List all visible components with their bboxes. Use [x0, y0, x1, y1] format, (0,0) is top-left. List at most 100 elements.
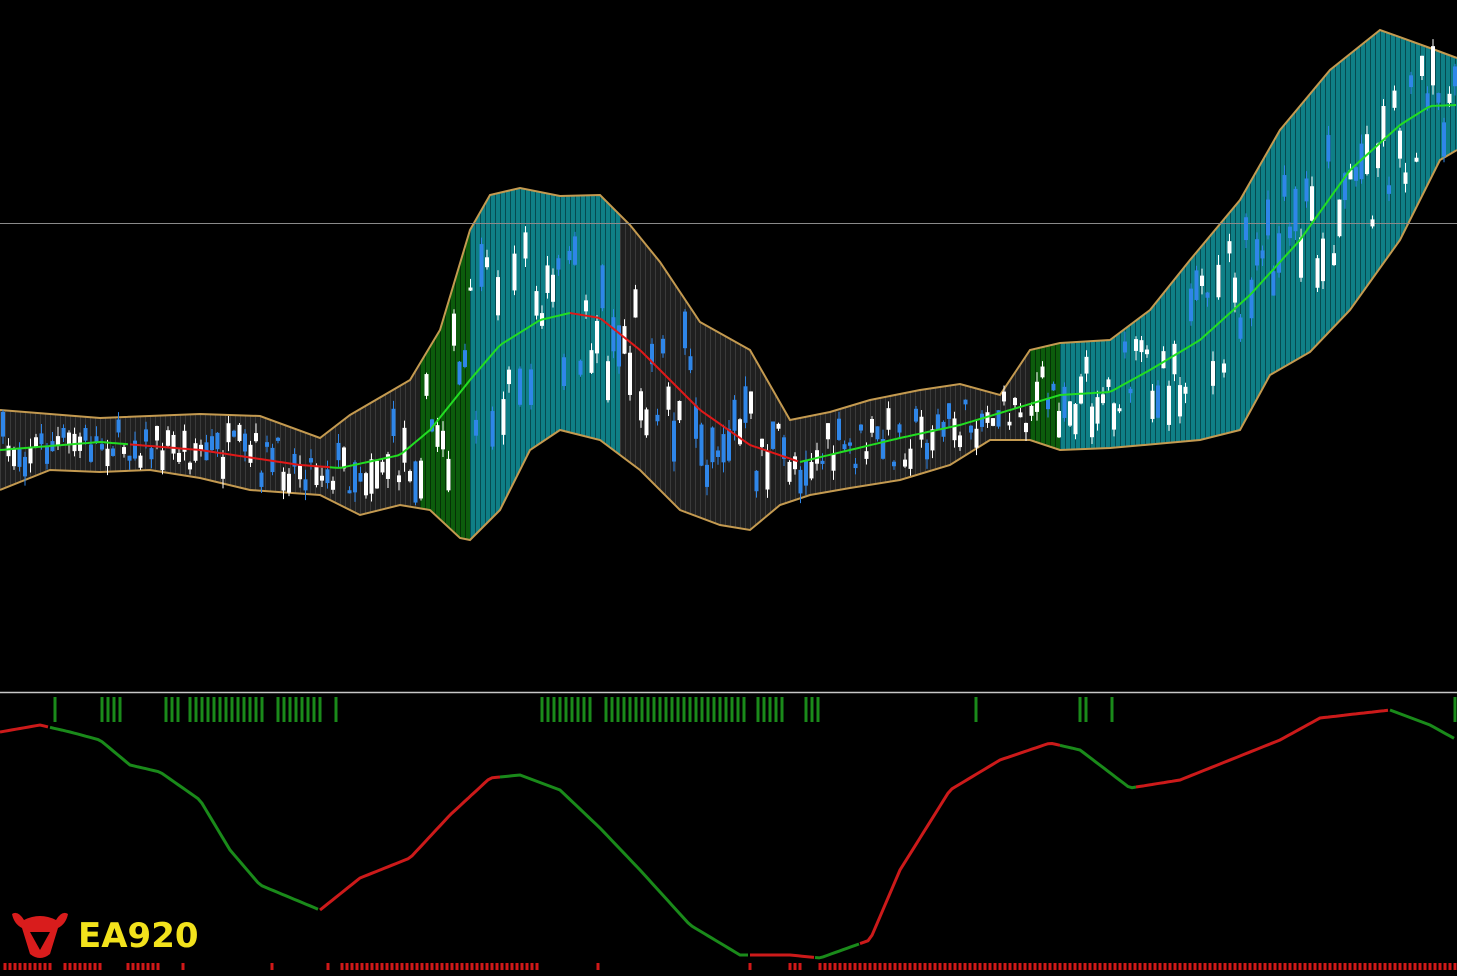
- red-tick: [1323, 963, 1327, 970]
- candle-body: [787, 461, 792, 482]
- candle-body: [419, 460, 423, 499]
- red-tick: [863, 963, 867, 970]
- candle-body: [188, 462, 192, 470]
- red-tick: [156, 963, 160, 970]
- red-tick: [465, 963, 469, 970]
- candle-body: [1310, 186, 1314, 221]
- candle-body: [886, 408, 891, 430]
- red-tick: [1293, 963, 1297, 970]
- candle-body: [1106, 379, 1111, 387]
- line-segment: [129, 443, 331, 469]
- red-tick: [823, 963, 827, 970]
- candle-body: [1332, 253, 1336, 266]
- candle-body: [111, 448, 115, 456]
- candle-body: [353, 462, 357, 493]
- red-tick: [798, 963, 802, 970]
- red-tick: [788, 963, 792, 970]
- red-tick: [1113, 963, 1117, 970]
- green-tick: [646, 697, 650, 722]
- red-tick: [535, 963, 539, 970]
- candle-body: [1392, 90, 1397, 108]
- candle-body: [1035, 381, 1039, 412]
- band-upper: [0, 28, 1457, 440]
- candle-body: [595, 320, 599, 354]
- candle-body: [193, 443, 198, 461]
- candle-body: [232, 430, 236, 437]
- red-tick: [1398, 963, 1402, 970]
- red-tick: [953, 963, 957, 970]
- candle-body: [1046, 398, 1050, 410]
- candle-body: [589, 350, 594, 373]
- candle-body: [1123, 341, 1127, 353]
- red-tick: [1283, 963, 1287, 970]
- green-tick: [742, 697, 746, 722]
- line-segment: [0, 723, 49, 734]
- candle-body: [1211, 361, 1215, 386]
- line-segment: [1389, 708, 1455, 740]
- red-tick: [1003, 963, 1007, 970]
- candle-body: [793, 456, 797, 470]
- red-tick: [435, 963, 439, 970]
- green-tick: [658, 697, 662, 722]
- green-tick: [604, 697, 608, 722]
- candle-body: [842, 444, 847, 450]
- green-tick: [300, 697, 304, 722]
- candle-body: [831, 454, 836, 471]
- candle-body: [1095, 397, 1100, 424]
- candle-body: [386, 454, 390, 479]
- green-tick: [780, 697, 784, 722]
- green-tick: [1078, 697, 1082, 722]
- candle-body: [617, 325, 621, 367]
- candle-body: [413, 461, 418, 503]
- candle-body: [925, 442, 929, 460]
- red-tick: [1018, 963, 1022, 970]
- candle-body: [1172, 343, 1177, 375]
- candle-body: [710, 427, 715, 463]
- candle-body: [397, 475, 401, 483]
- candle-body: [628, 352, 632, 395]
- candle-body: [276, 437, 280, 441]
- red-tick: [23, 963, 27, 970]
- red-tick: [1118, 963, 1122, 970]
- candle-body: [1255, 239, 1259, 266]
- candle-body: [683, 311, 687, 349]
- candle-body: [837, 418, 841, 440]
- candle-body: [1359, 143, 1364, 180]
- candle-body: [1018, 412, 1023, 418]
- red-tick: [883, 963, 887, 970]
- green-tick: [288, 697, 292, 722]
- candle-body: [199, 444, 203, 452]
- red-tick: [1413, 963, 1417, 970]
- red-tick: [1088, 963, 1092, 970]
- candle-body: [1040, 366, 1045, 378]
- red-tick: [1058, 963, 1062, 970]
- red-tick: [913, 963, 917, 970]
- red-tick: [415, 963, 419, 970]
- green-tick: [260, 697, 264, 722]
- red-tick: [460, 963, 464, 970]
- candle-body: [1205, 292, 1210, 298]
- red-tick: [340, 963, 344, 970]
- candle-body: [1381, 106, 1386, 141]
- red-tick: [525, 963, 529, 970]
- candle-body: [1007, 421, 1012, 426]
- candle-body: [1216, 264, 1221, 298]
- red-tick: [1298, 963, 1302, 970]
- red-tick: [1228, 963, 1232, 970]
- candle-body: [908, 448, 913, 469]
- candle-body: [1079, 376, 1083, 404]
- candle-body: [1051, 383, 1056, 391]
- red-tick: [1428, 963, 1432, 970]
- line-segment: [750, 953, 815, 959]
- red-tick: [270, 963, 274, 970]
- candle-body: [694, 405, 698, 439]
- red-tick: [1308, 963, 1312, 970]
- red-tick: [893, 963, 897, 970]
- red-tick: [73, 963, 77, 970]
- logo-icon: [12, 912, 68, 958]
- green-tick: [1453, 697, 1457, 722]
- candle-body: [1090, 406, 1094, 438]
- red-tick: [1208, 963, 1212, 970]
- candle-body: [666, 386, 671, 410]
- red-tick: [908, 963, 912, 970]
